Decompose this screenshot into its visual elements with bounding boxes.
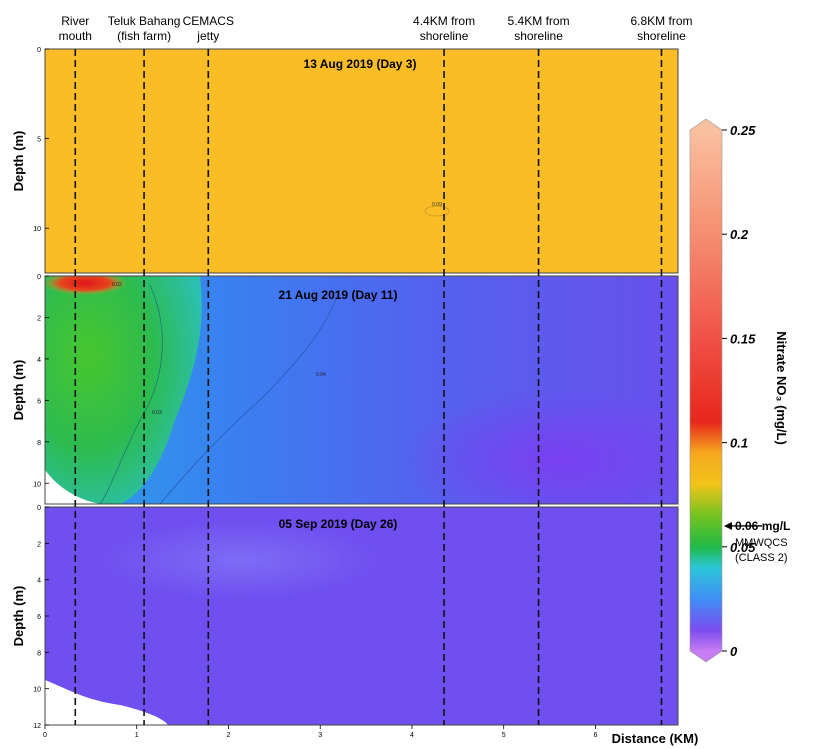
y-tick-label: 0	[37, 505, 41, 512]
y-tick-label: 0	[37, 274, 41, 281]
y-tick-label: 0	[37, 47, 41, 54]
y-tick-label: 10	[33, 226, 41, 233]
panel-day11-contour-2	[159, 289, 341, 504]
y-tick-label: 2	[37, 541, 41, 548]
y-tick-label: 4	[37, 357, 41, 364]
station-label-2: Teluk Bahang (fish farm)	[108, 14, 181, 43]
panel-title-day3: 13 Aug 2019 (Day 3)	[304, 57, 417, 71]
station-label-5: 5.4KM from shoreline	[508, 14, 570, 43]
panel-day3-frame	[44, 48, 679, 274]
colorbar-tick-label: 0.2	[730, 227, 749, 242]
panel-day11-high-zone	[45, 276, 202, 504]
threshold-annotation: 0.06 mg/L MMWQCS (CLASS 2)	[724, 519, 790, 564]
y-axis-label-day26: Depth (m)	[11, 586, 26, 647]
colorbar-max-arrow	[690, 119, 722, 130]
colorbar-tick-label: 0	[730, 644, 738, 659]
panel-day26-light-zone	[100, 520, 380, 600]
panel-day11: 0.04 0.03 0.02	[45, 276, 678, 504]
station-label-3: CEMACS jetty	[183, 14, 234, 43]
panel-day3-contour-label: 0.09	[432, 202, 442, 208]
x-tick-label: 1	[135, 732, 139, 739]
threshold-standard: MMWQCS	[735, 537, 788, 549]
panel-day11-seafloor	[45, 470, 100, 504]
station-label-1: River mouth	[59, 14, 92, 43]
panel-day3-contour	[424, 205, 450, 217]
y-tick-label: 5	[37, 137, 41, 144]
panel-day11-contour-label-1: 0.04	[316, 372, 326, 378]
colorbar: 0.25 0.2 0.15 0.1 0.05 0	[689, 118, 756, 663]
colorbar-tick-label: 0.25	[730, 123, 756, 138]
colorbar-min-arrow	[690, 651, 722, 662]
panel-title-day11: 21 Aug 2019 (Day 11)	[279, 288, 398, 302]
panel-day26	[45, 507, 678, 725]
panel-day11-contour-label-3: 0.02	[112, 282, 122, 288]
y-tick-label: 6	[37, 614, 41, 621]
x-tick-label: 0	[43, 732, 47, 739]
station-label-4: 4.4KM from shoreline	[413, 14, 475, 43]
threshold-class: (CLASS 2)	[735, 552, 788, 564]
panel-day11-contour-1	[99, 284, 163, 504]
station-label-6: 6.8KM from shoreline	[630, 14, 692, 43]
panel-day3-field	[45, 49, 678, 273]
panel-title-day26: 05 Sep 2019 (Day 26)	[279, 517, 398, 531]
y-tick-label: 10	[33, 481, 41, 488]
panel-day11-surface-max	[45, 276, 127, 295]
x-tick-label: 6	[593, 732, 597, 739]
colorbar-tick-label: 0.15	[730, 331, 756, 346]
colorbar-fill	[690, 130, 722, 651]
y-axis-label-day3: Depth (m)	[11, 131, 26, 192]
x-tick-label: 5	[502, 732, 506, 739]
y-tick-label: 8	[37, 440, 41, 447]
x-tick-label: 3	[318, 732, 322, 739]
panel-day11-contour-label-2: 0.03	[152, 410, 162, 416]
colorbar-tick-label: 0.1	[730, 436, 748, 451]
y-tick-label: 2	[37, 315, 41, 322]
y-tick-label: 4	[37, 578, 41, 585]
y-tick-label: 12	[33, 723, 41, 730]
threshold-arrow-head	[724, 521, 732, 530]
y-tick-label: 6	[37, 398, 41, 405]
y-tick-label: 8	[37, 650, 41, 657]
colorbar-label: Nitrate NO₃ (mg/L)	[774, 331, 789, 445]
x-tick-label: 4	[410, 732, 414, 739]
panel-day3: 0.09	[45, 49, 678, 273]
colorbar-tick-label: 0.05	[730, 540, 756, 555]
y-axis-label-day11: Depth (m)	[11, 360, 26, 421]
x-axis-label: Distance (KM)	[612, 731, 699, 746]
x-tick-label: 2	[227, 732, 231, 739]
panel-day11-frame	[44, 275, 679, 505]
y-tick-label: 10	[33, 687, 41, 694]
threshold-value: 0.06 mg/L	[735, 519, 790, 533]
